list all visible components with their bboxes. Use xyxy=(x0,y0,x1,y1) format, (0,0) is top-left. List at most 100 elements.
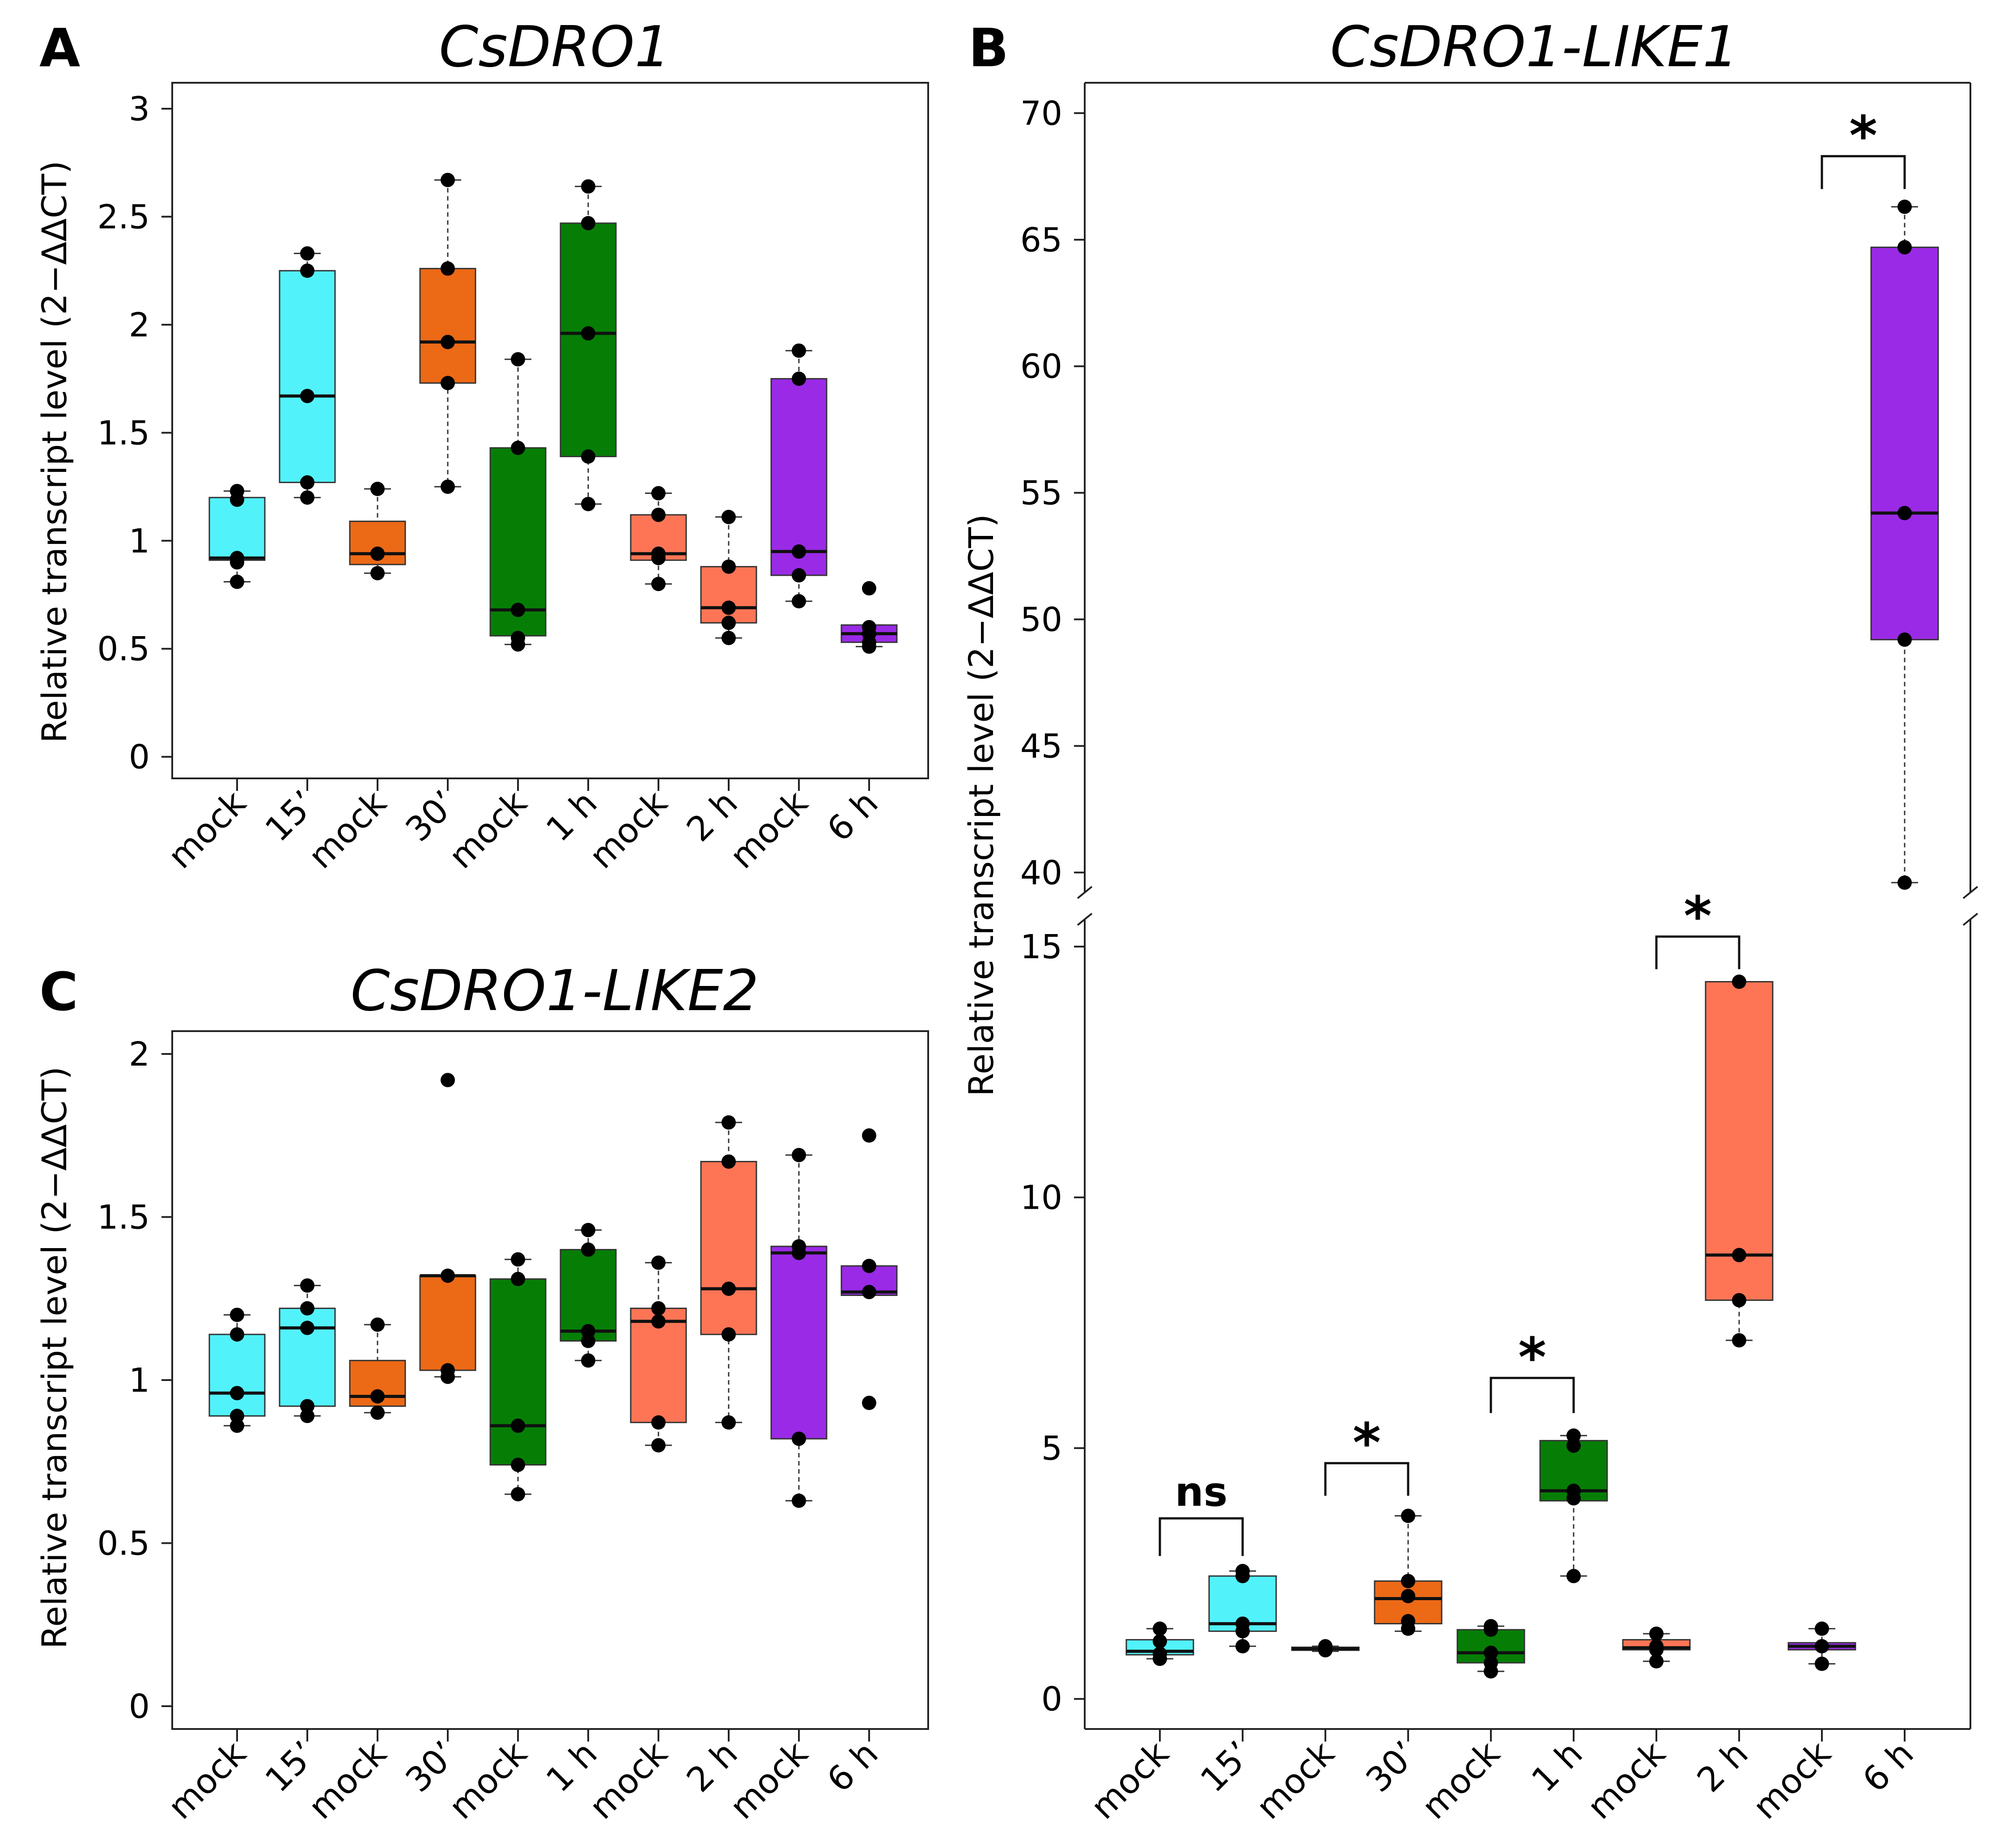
panel-c-box-4 xyxy=(489,1252,547,1502)
panel-c-box-9 xyxy=(840,1128,898,1410)
panel-a-point-5-4 xyxy=(581,179,595,194)
panel-c-point-9-1 xyxy=(862,1285,876,1300)
panel-a-point-2-2 xyxy=(370,481,385,496)
panel-c-y-tick-label-3: 1.5 xyxy=(97,1198,150,1237)
panel-a-point-1-2 xyxy=(300,389,314,404)
panel-a-title: CsDRO1 xyxy=(439,14,671,80)
panel-c-point-8-1 xyxy=(792,1432,806,1446)
panel-c-point-7-3 xyxy=(722,1154,736,1169)
panel-a-point-0-2 xyxy=(230,551,244,565)
panel-a-point-5-1 xyxy=(581,449,595,464)
panel-b-significance-bracket-2 xyxy=(1490,1376,1575,1413)
panel-a-point-0-0 xyxy=(230,574,244,589)
panel-a-point-8-2 xyxy=(792,544,806,559)
panel-b-y-axis-label-text: Relative transcript level (2−ΔΔCT) xyxy=(961,514,1001,1096)
panel-c-point-2-0 xyxy=(370,1405,385,1420)
panel-b-point-3-3 xyxy=(1401,1574,1415,1589)
panel-b-point-7-0 xyxy=(1732,1333,1746,1348)
panel-a-box-9 xyxy=(840,581,898,654)
panel-a-box-rect-3 xyxy=(419,268,476,384)
panel-c-point-9-0 xyxy=(862,1396,876,1410)
panel-b-box-4 xyxy=(1456,1619,1525,1679)
panel-c-title: CsDRO1-LIKE2 xyxy=(351,958,759,1024)
panel-b-point-0-2 xyxy=(1153,1634,1167,1648)
panel-c-point-9-3 xyxy=(862,1128,876,1143)
panel-b-significance-bracket-1 xyxy=(1324,1462,1409,1496)
panel-b-lower-y-tick-label-3: 15 xyxy=(1020,928,1062,966)
panel-c-box-8 xyxy=(770,1148,828,1508)
panel-a-point-4-1 xyxy=(511,631,525,646)
panel-c-box-rect-4 xyxy=(489,1278,547,1466)
panel-b-upper-y-tick-label-1: 45 xyxy=(1020,727,1062,765)
panel-a-point-9-3 xyxy=(862,620,876,634)
panel-c-box-6 xyxy=(630,1255,687,1453)
panel-a-y-tick-label-6: 3 xyxy=(129,90,150,128)
panel-b-break-mark-upper-0 xyxy=(1077,886,1093,899)
panel-a-point-2-0 xyxy=(370,566,385,581)
panel-b-break-mark-upper-1 xyxy=(1962,886,1978,899)
panel-a-chart: A CsDRO1 Relative transcript level (2−ΔΔ… xyxy=(34,14,929,876)
panel-a-box-rect-1 xyxy=(279,270,336,483)
panel-c-point-6-3 xyxy=(651,1301,666,1316)
panel-b-point-8-1 xyxy=(1815,1639,1829,1654)
panel-b-chart: B CsDRO1-LIKE1 Relative transcript level… xyxy=(961,14,1978,1827)
panel-b-significance-label-4: * xyxy=(1849,105,1877,167)
panel-b-break-mark-lower-0 xyxy=(1077,913,1093,926)
panel-b-point-5-2 xyxy=(1566,1483,1581,1498)
panel-b-point-6-3 xyxy=(1649,1626,1664,1641)
panel-a-box-3 xyxy=(419,173,476,494)
panel-a-y-tick-label-3: 1.5 xyxy=(97,414,150,452)
panel-b-point-7-3 xyxy=(1732,974,1746,989)
panel-c-point-7-0 xyxy=(722,1415,736,1430)
panel-a-point-5-3 xyxy=(581,216,595,230)
panel-a-point-7-3 xyxy=(722,559,736,574)
panel-b-box-rect-1 xyxy=(1208,1575,1277,1632)
panel-b-point-9-3 xyxy=(1897,240,1912,255)
panel-b-point-5-0 xyxy=(1566,1569,1581,1584)
panel-b-point-1-2 xyxy=(1235,1616,1250,1631)
panel-a-point-8-4 xyxy=(792,343,806,358)
panel-b-upper-y-tick-label-4: 60 xyxy=(1020,348,1062,386)
panel-a-point-9-4 xyxy=(862,581,876,596)
panel-c-y-tick-label-4: 2 xyxy=(129,1035,150,1074)
panel-a-y-tick-label-0: 0 xyxy=(129,738,150,777)
panel-b-box-9 xyxy=(1870,200,1939,890)
panel-label-b: B xyxy=(968,17,1009,79)
panel-a-point-6-0 xyxy=(651,577,666,591)
panel-b-point-7-1 xyxy=(1732,1293,1746,1308)
panel-b-point-9-4 xyxy=(1897,200,1912,214)
panel-c-point-2-1 xyxy=(370,1389,385,1404)
panel-c-point-4-0 xyxy=(511,1487,525,1502)
panel-b-box-8 xyxy=(1787,1621,1856,1671)
panel-a-box-0 xyxy=(208,484,266,589)
panel-a-point-4-4 xyxy=(511,352,525,367)
panel-a-y-axis-label: Relative transcript level (2−ΔΔCT) xyxy=(34,161,74,743)
panel-label-a: A xyxy=(39,17,80,79)
panel-a-point-7-1 xyxy=(722,616,736,630)
panel-c-box-2 xyxy=(349,1317,406,1420)
panel-b-point-3-2 xyxy=(1401,1589,1415,1603)
panel-c-point-8-3 xyxy=(792,1239,806,1254)
panel-c-point-7-4 xyxy=(722,1115,736,1130)
panel-c-y-axis-label: Relative transcript level (2−ΔΔCT) xyxy=(34,1066,74,1649)
panel-b-box-0 xyxy=(1125,1621,1194,1666)
panel-c-y-axis-label-text: Relative transcript level (2−ΔΔCT) xyxy=(34,1066,74,1649)
panel-label-c: C xyxy=(39,961,78,1023)
panel-b-box-rect-7 xyxy=(1705,981,1774,1301)
panel-b-point-6-0 xyxy=(1649,1654,1664,1669)
panel-b-point-3-1 xyxy=(1401,1614,1415,1628)
panel-b-lower-y-tick-label-0: 0 xyxy=(1041,1680,1062,1719)
panel-b-y-axis-label: Relative transcript level (2−ΔΔCT) xyxy=(961,514,1001,1096)
panel-a-point-7-4 xyxy=(722,510,736,524)
panel-c-y-tick-label-0: 0 xyxy=(129,1687,150,1726)
panel-a-box-5 xyxy=(560,179,617,511)
panel-a-point-1-4 xyxy=(300,246,314,261)
panel-a-box-7 xyxy=(700,510,757,646)
panel-c-point-4-2 xyxy=(511,1419,525,1433)
panel-c-point-0-3 xyxy=(230,1327,244,1342)
panel-c-box-3 xyxy=(419,1073,476,1384)
panel-a-box-6 xyxy=(630,486,687,591)
panel-b-upper-y-tick-label-6: 70 xyxy=(1020,94,1062,133)
panel-c-point-6-1 xyxy=(651,1415,666,1430)
panel-a-point-5-0 xyxy=(581,497,595,511)
